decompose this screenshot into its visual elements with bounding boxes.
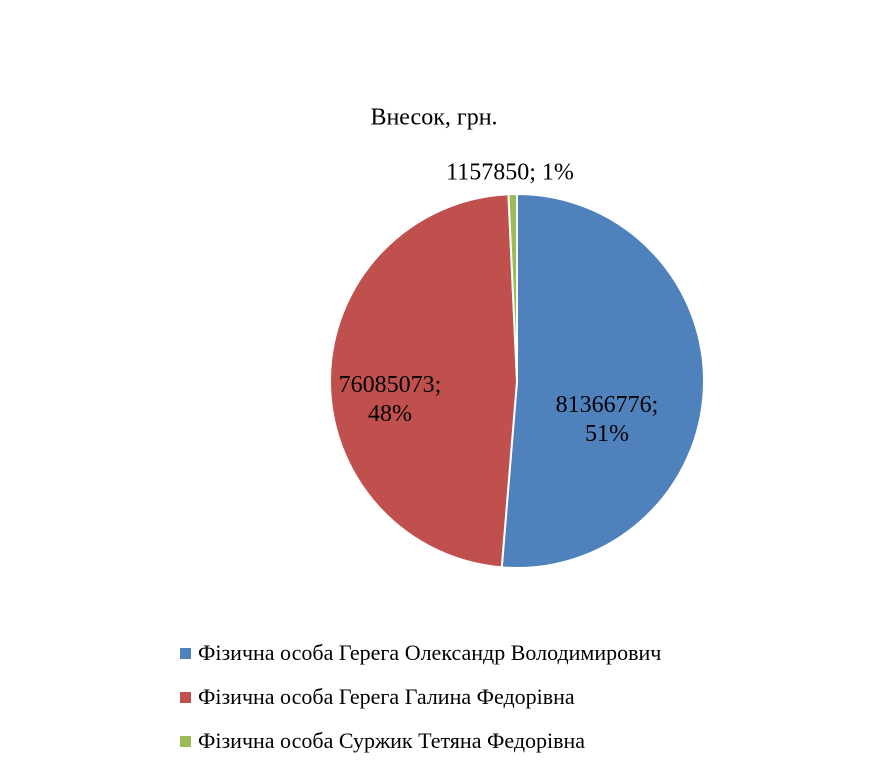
chart: Внесок, грн. 81366776; 51% 76085073; 48% 1… [0, 0, 869, 774]
legend-label: Фізична особа Герега Галина Федорівна [198, 684, 575, 710]
legend-swatch [180, 692, 191, 703]
pie-slice [502, 194, 704, 568]
legend-label: Фізична особа Герега Олександр Володимир… [198, 640, 661, 666]
legend-swatch [180, 736, 191, 747]
data-label: 81366776; 51% [545, 391, 670, 449]
data-label: 1157850; 1% [400, 159, 620, 188]
legend-item: Фізична особа Суржик Тетяна Федорівна [180, 728, 585, 754]
legend-item: Фізична особа Герега Олександр Володимир… [180, 640, 661, 666]
legend-label: Фізична особа Суржик Тетяна Федорівна [198, 728, 585, 754]
chart-title: Внесок, грн. [370, 105, 497, 132]
legend-swatch [180, 648, 191, 659]
data-label: 76085073; 48% [328, 371, 453, 429]
legend-item: Фізична особа Герега Галина Федорівна [180, 684, 575, 710]
